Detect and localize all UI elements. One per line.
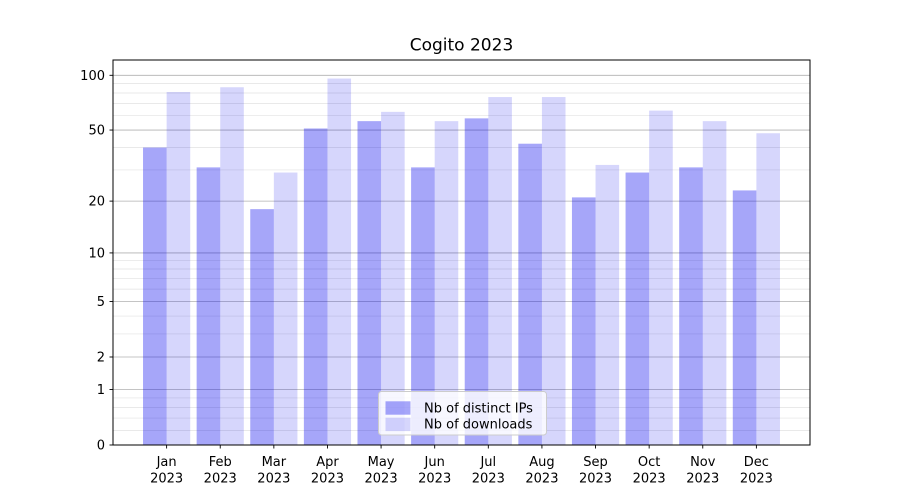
bar-distinct-ips-jan-2023 [143,147,167,445]
bar-distinct-ips-jul-2023 [464,118,489,446]
bar-downloads-oct-2023 [649,110,673,446]
y-tick-label-0: 0 [97,439,105,454]
x-tick-label-month-sep-2023: Sep [583,455,608,470]
bars [143,78,780,446]
y-tick-label-100: 100 [80,69,105,84]
minor-gridlines [113,83,810,431]
x-tick-label-year-may-2023: 2023 [365,472,398,487]
x-tick-label-year-feb-2023: 2023 [204,472,237,487]
bar-distinct-ips-aug-2023 [518,143,542,446]
y-tick-label-10: 10 [88,246,105,261]
x-tick-label-month-may-2023: May [368,455,395,470]
bar-downloads-mar-2023 [273,172,298,445]
x-tick-label-month-apr-2023: Apr [316,455,339,470]
legend-label-downloads: Nb of downloads [424,418,533,433]
x-tick-label-year-jun-2023: 2023 [418,472,451,487]
bar-downloads-may-2023 [381,111,405,446]
bar-distinct-ips-nov-2023 [679,167,703,445]
bar-distinct-ips-mar-2023 [250,209,274,445]
bar-downloads-apr-2023 [327,78,352,446]
bar-downloads-jul-2023 [488,97,512,445]
x-axis-tick-labels: Jan 2023 Feb 2023 Mar 2023 Apr 2023 May 2023 Jun 20… [150,455,773,487]
y-tick-label-1: 1 [97,383,105,398]
x-tick-label-month-nov-2023: Nov [690,455,716,470]
x-tick-label-year-jul-2023: 2023 [472,472,505,487]
x-tick-label-year-oct-2023: 2023 [633,472,666,487]
bar-downloads-nov-2023 [702,121,727,446]
bar-downloads-dec-2023 [756,133,780,445]
legend-patch-distinct-ips [385,401,411,415]
bar-downloads-jan-2023 [166,91,191,445]
x-tick-label-month-oct-2023: Oct [638,455,660,470]
x-tick-label-month-dec-2023: Dec [744,455,769,470]
axis-tick-marks [109,74,757,449]
y-tick-label-2: 2 [97,350,105,365]
x-tick-label-year-jan-2023: 2023 [150,472,183,487]
bar-downloads-sep-2023 [595,164,620,446]
bar-distinct-ips-feb-2023 [196,167,221,445]
x-tick-label-year-nov-2023: 2023 [686,472,719,487]
x-tick-label-year-sep-2023: 2023 [579,472,612,487]
bar-distinct-ips-jun-2023 [411,167,435,445]
x-tick-label-year-apr-2023: 2023 [311,472,344,487]
bar-downloads-feb-2023 [220,87,244,445]
bar-distinct-ips-oct-2023 [625,172,650,445]
x-tick-label-month-feb-2023: Feb [209,455,232,470]
bar-distinct-ips-apr-2023 [303,128,328,445]
legend-patch-downloads [385,417,411,432]
x-tick-label-month-jan-2023: Jan [156,455,177,470]
chart-title: Cogito 2023 [410,36,514,56]
x-tick-label-year-dec-2023: 2023 [740,472,773,487]
x-tick-label-month-aug-2023: Aug [529,455,554,470]
y-tick-label-5: 5 [97,295,105,310]
bar-distinct-ips-dec-2023 [732,190,757,445]
x-tick-label-year-aug-2023: 2023 [525,472,558,487]
x-tick-label-month-mar-2023: Mar [262,455,287,470]
y-tick-label-50: 50 [88,124,105,139]
x-tick-label-year-mar-2023: 2023 [257,472,290,487]
legend-label-distinct-ips: Nb of distinct IPs [424,401,533,416]
bar-distinct-ips-sep-2023 [571,197,596,445]
y-tick-label-20: 20 [88,195,105,210]
x-tick-label-month-jun-2023: Jun [424,455,445,470]
x-tick-label-month-jul-2023: Jul [479,455,496,470]
legend: Nb of distinct IPs Nb of downloads [378,391,547,436]
bar-downloads-aug-2023 [541,97,566,445]
bar-distinct-ips-may-2023 [357,121,382,446]
bar-downloads-jun-2023 [434,121,459,446]
y-axis-tick-labels: 0 1 2 5 10 20 50 100 [80,69,105,454]
legend-box [378,391,547,436]
